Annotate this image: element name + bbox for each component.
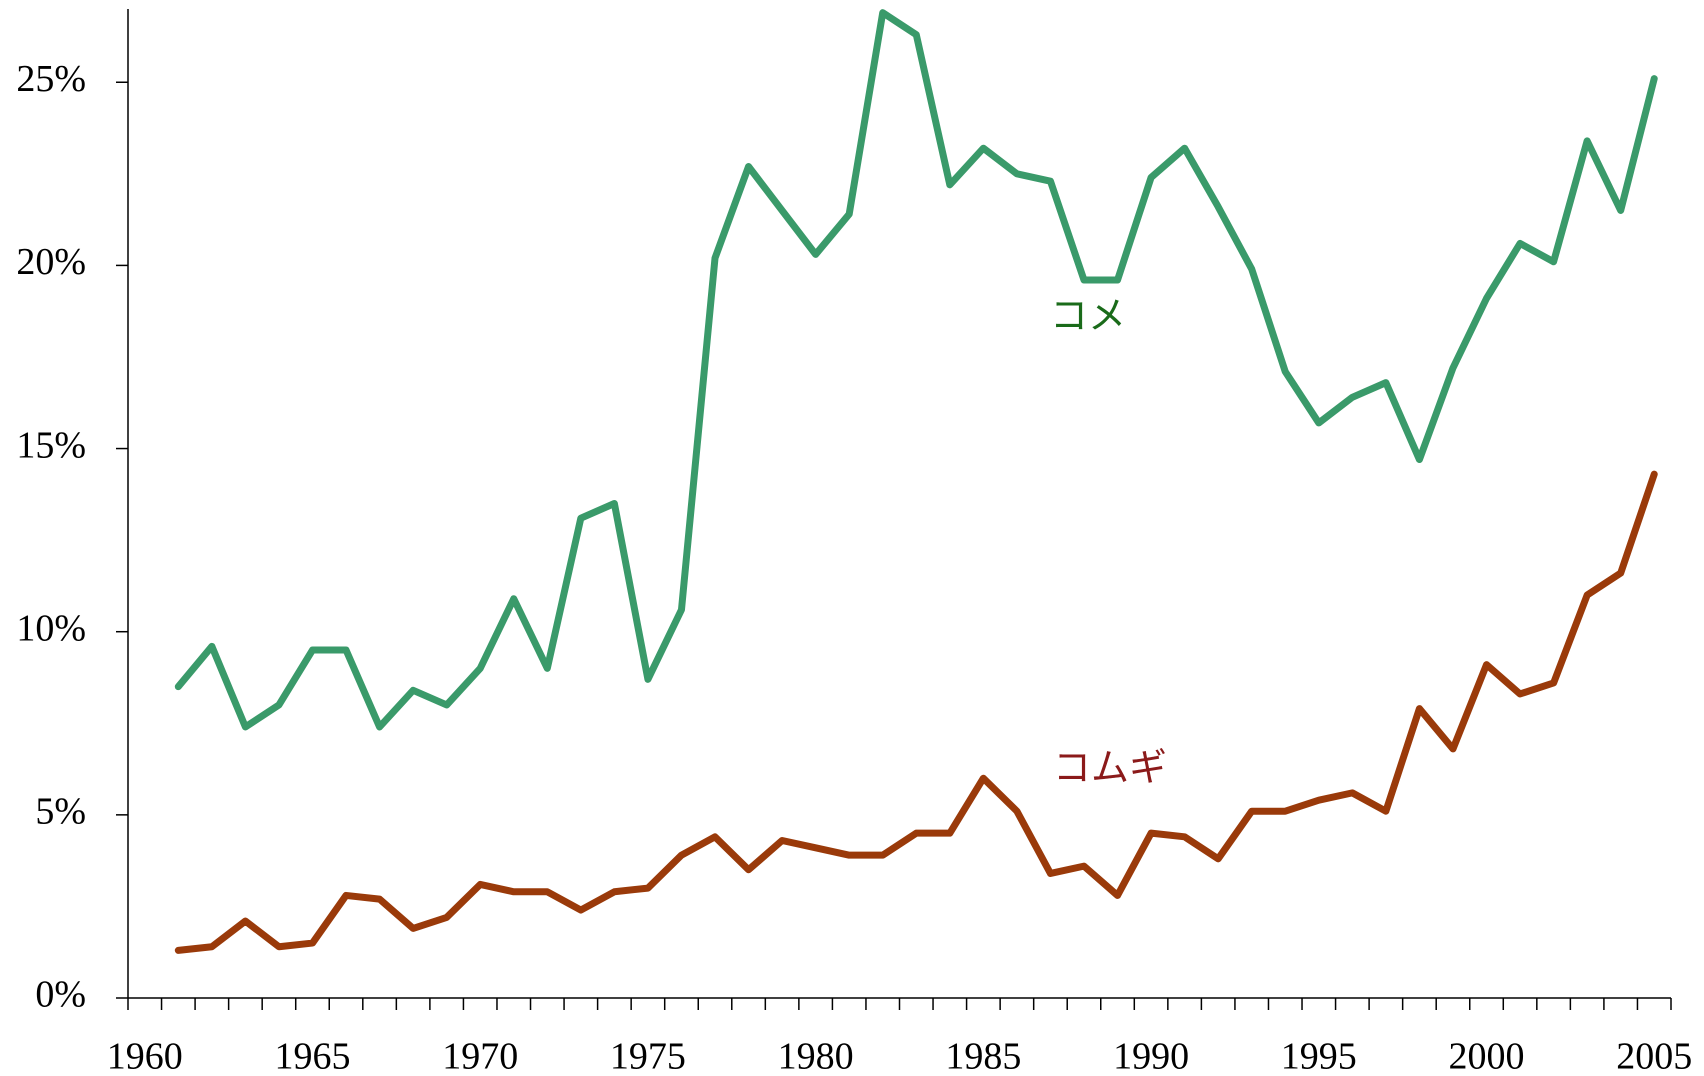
y-tick-label: 15% bbox=[16, 424, 86, 466]
series-line bbox=[174, 470, 1658, 954]
x-tick-label: 1990 bbox=[1113, 1036, 1189, 1076]
x-tick-label: 1960 bbox=[107, 1036, 183, 1076]
series-label: コメ bbox=[1050, 294, 1126, 338]
x-tick-label: 1965 bbox=[274, 1036, 350, 1076]
x-tick-label: 1985 bbox=[945, 1036, 1021, 1076]
y-tick-label: 25% bbox=[16, 58, 86, 100]
series-label: コムギ bbox=[1053, 746, 1167, 790]
y-tick-label: 5% bbox=[35, 791, 86, 833]
y-tick-label: 20% bbox=[16, 241, 86, 283]
x-tick-label: 1995 bbox=[1281, 1036, 1357, 1076]
x-tick-label: 1975 bbox=[610, 1036, 686, 1076]
x-tick-label: 1980 bbox=[778, 1036, 854, 1076]
x-tick-label: 2005 bbox=[1616, 1036, 1692, 1076]
y-tick-label: 0% bbox=[35, 974, 86, 1016]
x-tick-label: 1970 bbox=[442, 1036, 518, 1076]
y-tick-label: 10% bbox=[16, 607, 86, 649]
x-tick-label: 2000 bbox=[1449, 1036, 1525, 1076]
series-line bbox=[174, 9, 1658, 731]
